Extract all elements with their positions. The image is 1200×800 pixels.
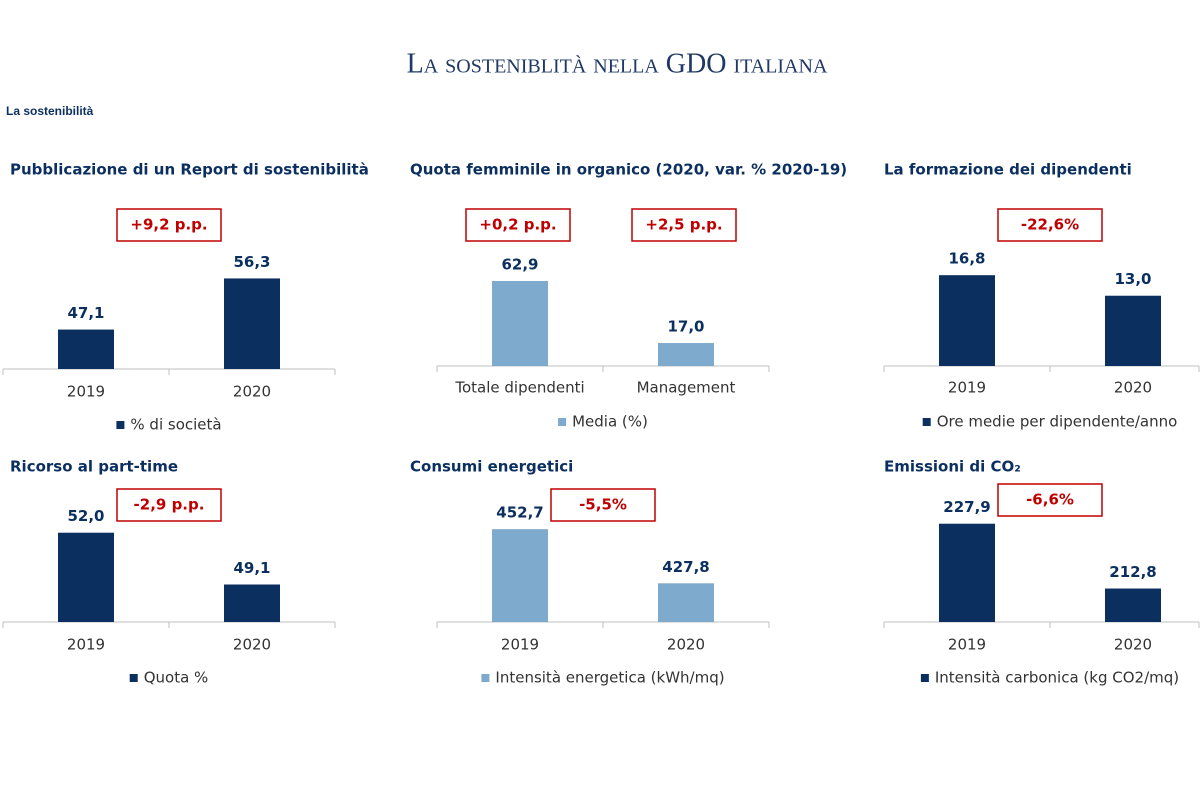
x-tick-label: 2019 — [948, 379, 986, 397]
x-tick-label: 2019 — [501, 636, 539, 654]
value-label: 212,8 — [1109, 563, 1156, 581]
x-tick-label: 2020 — [667, 636, 705, 654]
legend-label: Intensità energetica (kWh/mq) — [495, 669, 724, 687]
x-tick-label: 2020 — [233, 383, 271, 401]
x-tick-label: Management — [637, 379, 736, 397]
page-title: La sosteniblità nella GDO italiana — [407, 48, 828, 79]
value-label: 227,9 — [943, 498, 990, 516]
legend-label: Quota % — [144, 669, 209, 687]
x-tick-label: 2019 — [67, 383, 105, 401]
chart-title: Emissioni di CO₂ — [884, 458, 1021, 476]
annotation: +2,5 p.p. — [645, 216, 722, 234]
legend-label: Intensità carbonica (kg CO2/mq) — [935, 669, 1179, 687]
legend-swatch — [920, 674, 929, 682]
value-label: 427,8 — [662, 558, 709, 576]
bar — [224, 278, 280, 369]
bar — [939, 275, 995, 366]
x-tick-label: 2019 — [67, 636, 105, 654]
value-label: 17,0 — [667, 318, 704, 336]
legend-label: Ore medie per dipendente/anno — [937, 413, 1178, 431]
bar — [492, 529, 548, 622]
x-tick-label: Totale dipendenti — [454, 379, 584, 397]
x-tick-label: 2019 — [948, 636, 986, 654]
annotation-box — [116, 208, 222, 242]
annotation-box — [631, 208, 737, 242]
annotation: +0,2 p.p. — [479, 216, 556, 234]
value-label: 47,1 — [67, 304, 104, 322]
value-label: 13,0 — [1114, 270, 1151, 288]
legend-label: % di società — [130, 416, 221, 434]
bar — [1105, 295, 1161, 366]
annotation-box — [550, 488, 656, 522]
chart-title: Consumi energetici — [410, 458, 573, 476]
annotation: +9,2 p.p. — [130, 216, 207, 234]
legend-swatch — [558, 418, 567, 426]
value-label: 56,3 — [233, 253, 270, 271]
annotation: -5,5% — [579, 496, 627, 514]
bar — [58, 532, 114, 622]
x-tick-label: 2020 — [233, 636, 271, 654]
bar — [939, 523, 995, 622]
legend-swatch — [922, 418, 931, 426]
chart-title: Quota femminile in organico (2020, var. … — [410, 161, 847, 179]
bar — [492, 281, 548, 366]
annotation: -2,9 p.p. — [134, 496, 205, 514]
bar — [224, 584, 280, 622]
legend-swatch — [481, 674, 490, 682]
bar — [658, 343, 714, 366]
annotation-box — [997, 483, 1103, 517]
value-label: 52,0 — [67, 507, 104, 525]
annotation: -6,6% — [1026, 491, 1074, 509]
legend-swatch — [129, 674, 138, 682]
annotation-box — [997, 208, 1103, 242]
annotation-box — [465, 208, 571, 242]
chart-title: Pubblicazione di un Report di sostenibil… — [10, 161, 369, 179]
annotation-box — [116, 488, 222, 522]
value-label: 452,7 — [496, 504, 543, 522]
value-label: 16,8 — [948, 250, 985, 268]
x-tick-label: 2020 — [1114, 379, 1152, 397]
legend-label: Media (%) — [572, 413, 648, 431]
chart-title: La formazione dei dipendenti — [884, 161, 1132, 179]
bar — [58, 329, 114, 369]
value-label: 62,9 — [501, 256, 538, 274]
legend-swatch — [116, 421, 125, 429]
bar — [1105, 588, 1161, 622]
annotation: -22,6% — [1021, 216, 1079, 234]
chart-title: Ricorso al part-time — [10, 458, 178, 476]
page-subtitle: La sostenibilità — [6, 104, 94, 118]
value-label: 49,1 — [233, 559, 270, 577]
bar — [658, 583, 714, 622]
x-tick-label: 2020 — [1114, 636, 1152, 654]
